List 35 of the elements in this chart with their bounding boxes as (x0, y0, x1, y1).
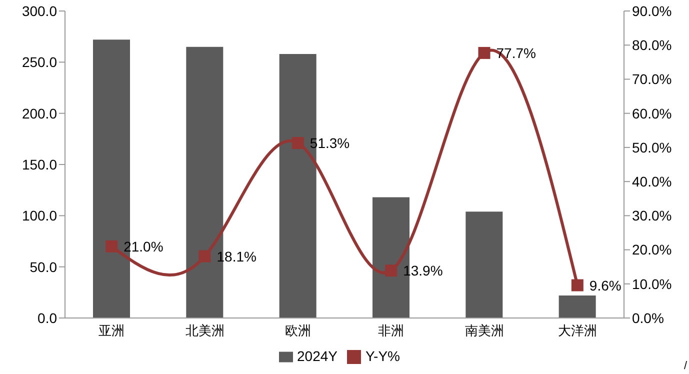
x-tick-label: 北美洲 (185, 323, 224, 338)
y-tick-label: 300.0 (22, 2, 58, 19)
y2-tick-label: 40.0% (632, 174, 672, 190)
point (292, 137, 304, 150)
x-tick-label: 南美洲 (464, 323, 504, 338)
y2-tick-label: 70.0% (632, 71, 672, 88)
text: / (684, 360, 687, 372)
bar (466, 212, 503, 318)
point (385, 264, 398, 277)
legend-label: 2024Y (297, 348, 338, 364)
y-tick-label: 150.0 (22, 156, 58, 172)
y2-tick-label: 10.0% (632, 276, 672, 292)
y2-tick-label: 20.0% (632, 242, 672, 258)
y2-tick-label: 0.0% (632, 310, 664, 326)
legend-label: Y-Y% (365, 348, 400, 364)
y-tick-label: 200.0 (22, 105, 58, 122)
y-tick-label: 50.0 (30, 258, 58, 275)
point (198, 250, 211, 262)
y2-tick-label: 30.0% (632, 208, 672, 224)
bar (558, 295, 596, 318)
x-tick-label: 大洋洲 (558, 323, 597, 338)
x-tick-label: 欧洲 (284, 323, 311, 338)
y-tick-label: 250.0 (22, 54, 58, 70)
y-tick-label: 0.0 (38, 310, 58, 326)
data-label: 9.6% (589, 277, 622, 294)
x-tick-label: 非洲 (378, 323, 404, 338)
point (106, 240, 118, 252)
point (478, 46, 490, 59)
y2-tick-label: 50.0% (632, 139, 672, 156)
y2-tick-label: 80.0% (632, 37, 672, 54)
y2-tick-label: 90.0% (632, 2, 672, 19)
point (571, 279, 584, 292)
y-tick-label: 100.0 (22, 208, 58, 224)
y2-tick-label: 60.0% (632, 105, 672, 122)
x-tick-label: 亚洲 (98, 323, 125, 338)
